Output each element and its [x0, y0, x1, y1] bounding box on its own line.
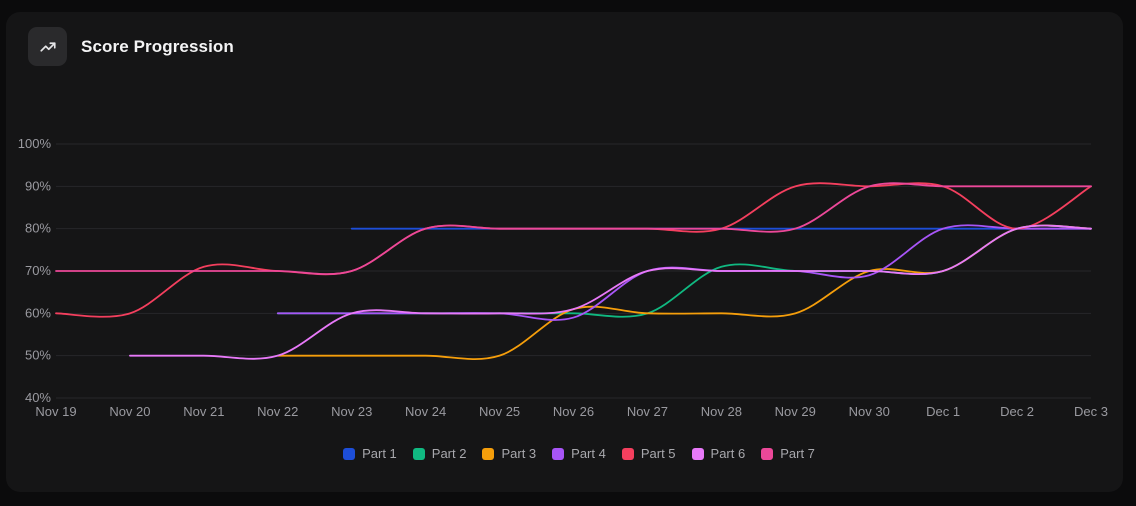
legend-item-part-7[interactable]: Part 7 [761, 446, 815, 461]
x-tick-label: Nov 26 [553, 404, 594, 419]
legend-swatch [412, 447, 425, 460]
legend-item-part-4[interactable]: Part 4 [552, 446, 606, 461]
x-tick-label: Nov 20 [109, 404, 150, 419]
legend-label: Part 3 [501, 446, 537, 461]
legend-swatch [552, 447, 565, 460]
x-tick-label: Nov 24 [405, 404, 446, 419]
y-tick-label: 90% [25, 178, 51, 193]
series-line-part-3 [276, 224, 1092, 361]
trending-up-icon [28, 27, 67, 66]
legend-label: Part 5 [640, 446, 676, 461]
legend-label: Part 6 [710, 446, 746, 461]
x-tick-label: Nov 21 [183, 404, 224, 419]
legend-item-part-2[interactable]: Part 2 [412, 446, 467, 461]
y-tick-label: 40% [25, 390, 51, 405]
x-tick-label: Nov 30 [849, 404, 890, 419]
series-line-part-4 [276, 224, 1092, 321]
legend-swatch [482, 447, 495, 460]
x-tick-label: Dec 3 [1074, 404, 1108, 419]
x-tick-label: Dec 2 [1000, 404, 1034, 419]
y-tick-label: 80% [25, 221, 51, 236]
legend-label: Part 2 [431, 446, 467, 461]
series-line-part-7 [55, 182, 1092, 276]
y-tick-label: 100% [18, 136, 52, 151]
chart-title: Score Progression [81, 36, 234, 56]
legend-label: Part 7 [780, 446, 815, 461]
chart-legend: Part 1 Part 2 Part 3 Part 4 Part 5 Part 6 Part… [0, 446, 1136, 461]
legend-swatch [761, 447, 774, 460]
legend-label: Part 4 [571, 446, 606, 461]
series-line-part-5 [55, 182, 1092, 318]
legend-swatch [691, 447, 704, 460]
card-header: Score Progression [28, 27, 234, 66]
legend-swatch [621, 447, 634, 460]
series-line-part-6 [129, 224, 1092, 360]
x-tick-label: Nov 23 [331, 404, 372, 419]
legend-item-part-5[interactable]: Part 5 [621, 446, 676, 461]
y-tick-label: 50% [25, 348, 51, 363]
x-tick-label: Nov 27 [627, 404, 668, 419]
legend-item-part-6[interactable]: Part 6 [691, 446, 746, 461]
x-tick-label: Nov 25 [479, 404, 520, 419]
y-tick-label: 70% [25, 263, 51, 278]
legend-label: Part 1 [362, 446, 397, 461]
score-progression-card [6, 12, 1123, 492]
x-tick-label: Dec 1 [926, 404, 960, 419]
x-tick-label: Nov 28 [701, 404, 742, 419]
y-tick-label: 60% [25, 305, 51, 320]
x-tick-label: Nov 22 [257, 404, 298, 419]
x-tick-label: Nov 19 [35, 404, 76, 419]
x-tick-label: Nov 29 [775, 404, 816, 419]
legend-item-part-3[interactable]: Part 3 [482, 446, 536, 461]
legend-swatch [343, 447, 356, 460]
legend-item-part-1[interactable]: Part 1 [343, 446, 397, 461]
